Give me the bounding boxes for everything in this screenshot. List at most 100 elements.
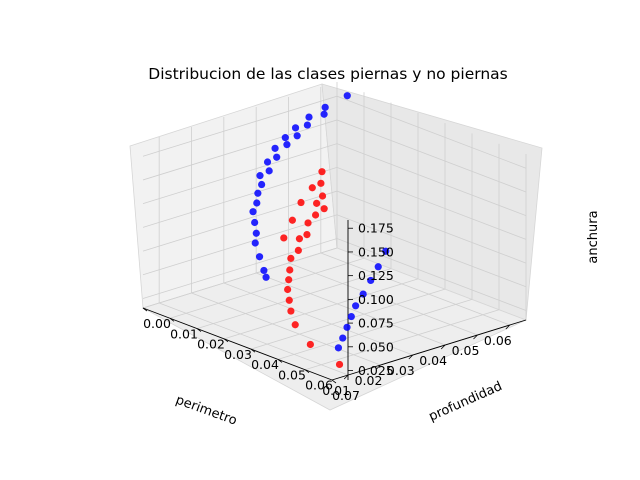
red-point [303, 231, 311, 239]
blue-point [251, 218, 259, 227]
floor-grid-x [320, 252, 510, 326]
z-tick-label: 0.100 [358, 292, 394, 307]
red-point [308, 184, 316, 192]
blue-point [291, 124, 300, 132]
blue-point [374, 263, 382, 271]
z-tick-label: 0.175 [358, 221, 394, 236]
floor-grid-y [142, 247, 338, 309]
y-tick-label: 0.05 [278, 367, 306, 382]
blue-point [255, 253, 264, 261]
x-tick-mark [505, 324, 511, 330]
red-point [288, 216, 296, 224]
x-tick-label: 0.06 [484, 333, 512, 348]
red-point [295, 235, 304, 243]
floor-grid-y [277, 299, 473, 360]
z-tick-label: 0.075 [358, 316, 394, 331]
red-point [320, 205, 328, 213]
y-tick-mark [277, 359, 283, 363]
blue-point [251, 239, 259, 247]
wall-grid-z [142, 214, 527, 288]
y-axis-label: profundidad [427, 379, 505, 425]
red-point [318, 168, 326, 176]
red-point [287, 254, 295, 262]
floor-grid-x [256, 272, 446, 346]
y-tick-label: 0.02 [197, 337, 225, 352]
blue-point [305, 113, 313, 121]
z-tick-label: 0.050 [358, 339, 394, 354]
floor-grid-x [191, 292, 381, 366]
blue-point [271, 144, 279, 152]
x-tick-mark [408, 354, 414, 360]
x-tick-mark [376, 364, 381, 370]
red-point [335, 360, 344, 369]
red-point [287, 307, 295, 315]
y-tick-label: 0.01 [170, 326, 198, 341]
red-point [286, 266, 294, 274]
x-axis-label: perimetro [174, 393, 239, 429]
red-point [306, 340, 314, 349]
blue-point [252, 229, 260, 237]
blue-point [254, 189, 262, 197]
red-point [285, 276, 293, 284]
blue-point [367, 276, 375, 285]
blue-point [339, 334, 347, 342]
red-point [285, 296, 293, 304]
x-tick-label: 0.05 [452, 343, 480, 358]
y-tick-mark [304, 369, 310, 374]
floor-grid-y [223, 278, 419, 340]
y-tick-label: 0.07 [332, 388, 360, 403]
y-tick-mark [142, 307, 148, 312]
z-tick-label: 0.025 [358, 363, 394, 378]
z-tick-label: 0.125 [358, 268, 394, 283]
floor-grid-x [223, 282, 413, 356]
y-tick-mark [169, 317, 175, 322]
y-tick-label: 0.04 [251, 357, 279, 372]
axis-lines [142, 220, 527, 384]
x-tick-label: 0.04 [419, 353, 447, 368]
blue-point [258, 180, 266, 189]
chart-title: Distribucion de las clases piernas y no … [148, 65, 507, 83]
x-tick-label: 0.01 [322, 383, 350, 398]
red-point [317, 179, 325, 187]
floor-grid-y [304, 309, 500, 371]
y-tick-mark [250, 348, 256, 353]
blue-point [293, 132, 301, 140]
y-tick-mark [223, 338, 229, 343]
red-point [311, 211, 320, 219]
x-tick-mark [440, 344, 446, 350]
red-point [284, 285, 292, 294]
y-tick-label: 0.06 [305, 378, 333, 393]
red-point [318, 192, 327, 200]
x-tick-label: 0.02 [355, 373, 383, 388]
red-point [280, 234, 288, 242]
x-tick-mark [343, 374, 349, 380]
blue-point [352, 302, 360, 310]
y-tick-mark [196, 328, 202, 332]
wall-grid-z [142, 95, 527, 169]
blue-point [260, 266, 268, 275]
x-tick-mark [473, 334, 478, 340]
blue-point [263, 158, 272, 166]
blue-point [253, 199, 261, 207]
blue-point [262, 273, 270, 281]
y-tick-mark [331, 379, 337, 384]
blue-point [347, 312, 355, 321]
blue-point [343, 323, 351, 331]
red-point [304, 219, 312, 227]
blue-point [249, 208, 257, 216]
y-axis-line [142, 307, 333, 381]
blue-point [321, 103, 329, 111]
red-point [294, 246, 302, 255]
red-point [297, 198, 305, 207]
y-tick-label: 0.00 [143, 316, 171, 331]
wall-grid-z [142, 143, 527, 217]
blue-point [382, 247, 390, 255]
y-tick-label: 0.03 [224, 347, 252, 362]
floor-grid-y [169, 257, 365, 319]
floor-grid-x [159, 302, 349, 376]
z-tick-label: 0.150 [358, 244, 394, 259]
blue-point [283, 141, 291, 149]
wall-grid-z [142, 190, 527, 264]
tick-labels: 0.060.050.040.030.020.010.070.060.050.04… [143, 221, 512, 403]
wall-grid-z [142, 166, 527, 240]
